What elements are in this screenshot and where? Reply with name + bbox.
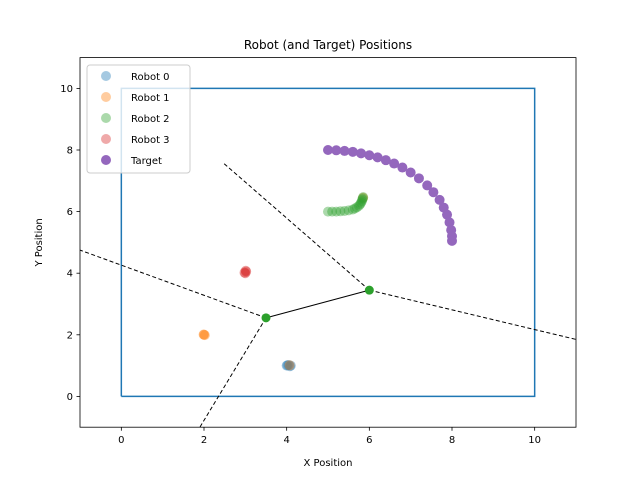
legend-label: Robot 3	[131, 135, 170, 146]
point-series-2	[356, 197, 367, 208]
point-series-2	[357, 194, 368, 205]
axes: 0 2 4 6 8 10 0 2 4 6 8 10	[60, 57, 577, 446]
legend-marker	[101, 113, 111, 123]
point-series-2	[327, 206, 338, 217]
point-series-3	[239, 267, 250, 278]
boundary-line	[120, 87, 536, 398]
point-series-3	[240, 268, 251, 279]
legend-marker	[101, 134, 111, 144]
plot-area	[80, 87, 576, 428]
point-series-0	[284, 361, 295, 372]
chart-title: Robot (and Target) Positions	[244, 38, 412, 52]
x-tick-label: 4	[283, 435, 289, 446]
point-series-2	[355, 199, 366, 210]
y-tick-label: 0	[67, 392, 73, 403]
x-tick-label: 2	[201, 435, 207, 446]
legend-label: Target	[130, 156, 162, 167]
x-tick-label: 0	[118, 435, 124, 446]
point-series-4	[422, 180, 433, 191]
legend-label: Robot 2	[131, 114, 170, 125]
point-series-2	[347, 204, 358, 215]
point-series-1	[198, 329, 209, 340]
point-series-4	[442, 209, 453, 220]
legend-label: Robot 1	[131, 93, 170, 104]
y-tick-label: 4	[67, 269, 73, 280]
voronoi-vertex	[261, 313, 271, 323]
legend-marker	[101, 92, 111, 102]
point-series-2	[358, 192, 369, 203]
y-axis-label: Y Position	[34, 218, 45, 267]
point-series-0	[283, 359, 294, 370]
voronoi-dashed-edge-1	[199, 317, 267, 428]
point-series-4	[444, 217, 455, 228]
point-series-2	[335, 206, 346, 217]
point-series-4	[413, 173, 424, 184]
voronoi-dashed-edge-3	[369, 289, 576, 340]
y-tick-label: 8	[67, 146, 73, 157]
point-series-1	[199, 330, 210, 341]
point-series-0	[285, 360, 296, 371]
point-series-2	[343, 205, 354, 216]
voronoi-vertex	[364, 285, 374, 295]
point-series-4	[347, 146, 358, 157]
y-tick-label: 6	[67, 207, 73, 218]
point-series-4	[331, 145, 342, 156]
point-series-4	[323, 145, 333, 155]
point-series-4	[372, 152, 383, 163]
point-series-4	[428, 187, 439, 198]
x-tick-label: 10	[528, 435, 541, 446]
point-series-2	[339, 205, 350, 216]
point-series-2	[356, 196, 367, 207]
voronoi-solid-edge-0	[265, 289, 370, 319]
point-series-3	[240, 265, 251, 276]
y-tick-label: 2	[67, 330, 73, 341]
legend-marker	[101, 71, 111, 81]
point-series-1	[284, 360, 295, 371]
point-series-1	[199, 329, 209, 340]
legend-box	[86, 64, 191, 174]
axes-frame	[79, 57, 577, 428]
point-series-4	[339, 145, 350, 156]
point-series-4	[380, 155, 391, 166]
y-tick-label: 10	[60, 84, 73, 95]
point-series-1	[358, 192, 369, 203]
point-series-0	[281, 360, 292, 371]
point-series-0	[282, 360, 293, 371]
legend-marker	[101, 155, 111, 165]
point-series-2	[323, 206, 333, 217]
point-series-4	[397, 162, 408, 173]
point-series-4	[447, 235, 457, 246]
point-series-4	[356, 148, 367, 159]
point-series-4	[364, 150, 375, 161]
point-series-4	[405, 167, 416, 178]
point-series-2	[349, 203, 360, 214]
point-series-3	[241, 266, 252, 277]
point-series-2	[351, 202, 362, 213]
voronoi-dashed-edge-0	[80, 249, 267, 319]
point-series-2	[354, 200, 364, 211]
point-series-4	[389, 158, 400, 169]
point-series-2	[357, 193, 368, 204]
point-series-2	[331, 206, 342, 217]
x-tick-label: 8	[449, 435, 455, 446]
x-axis-label: X Position	[304, 458, 353, 469]
legend-label: Robot 0	[131, 72, 170, 83]
point-series-4	[434, 194, 445, 205]
x-tick-label: 6	[366, 435, 372, 446]
legend: Robot 0 Robot 1 Robot 2 Robot 3 Target	[86, 64, 191, 174]
